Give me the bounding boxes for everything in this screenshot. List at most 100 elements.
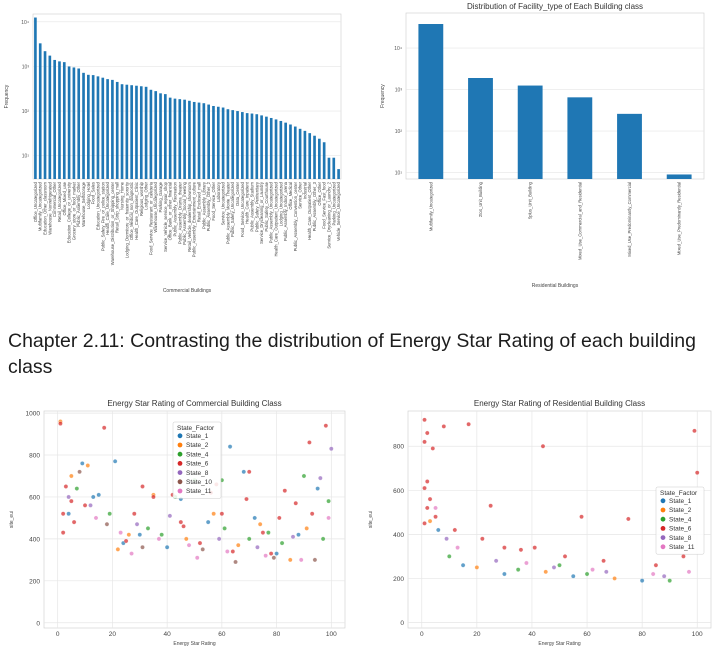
commercial-scatter-point: [104, 521, 110, 527]
commercial-bars-bar: [48, 55, 52, 180]
commercial-bars-category-label: Education_Uncategorized: [95, 181, 100, 230]
commercial-scatter-point: [101, 425, 107, 431]
commercial-scatter-point: [307, 440, 312, 445]
residential-scatter-point: [653, 562, 659, 568]
commercial-scatter-point: [200, 547, 205, 552]
residential-bars-bar: [567, 97, 593, 179]
commercial-bars-category-label: Retail_Vehicle_dealership_showroom: [187, 181, 192, 251]
commercial-bars-category-label: Public_Safety_Fire_or_police_station: [100, 181, 105, 251]
commercial-scatter-point: [69, 473, 74, 479]
commercial-scatter-ytick-label: 800: [29, 453, 40, 460]
residential-facility-bar-svg: 10¹ 10² 10³ 10⁴ Multifamily_Uncategorized 2to…: [380, 2, 705, 289]
residential-scatter-point: [532, 545, 537, 550]
commercial-bars-bar: [260, 115, 263, 179]
commercial-scatter-point: [293, 501, 298, 506]
commercial-bars-bar: [226, 109, 230, 179]
commercial-bars-bar: [77, 68, 81, 179]
commercial-bars-bar: [279, 120, 283, 179]
residential-scatter-xtick-label: 80: [639, 631, 647, 638]
commercial-bars-bar: [192, 101, 196, 179]
commercial-scatter-legend-marker: [177, 442, 183, 448]
residential-scatter-point: [551, 565, 557, 570]
residential-scatter-point: [571, 573, 576, 579]
commercial-bars-category-label: Food_Service_Uncategorized: [240, 181, 245, 237]
commercial-bars-bar: [245, 113, 249, 179]
commercial-scatter-legend-marker: [177, 433, 183, 439]
commercial-scatter-point: [298, 557, 304, 563]
commercial-bars-bar: [284, 122, 287, 179]
commercial-bars-bar: [72, 67, 76, 179]
commercial-scatter-point: [82, 503, 88, 508]
residential-bars-title: Distribution of Facility_type of Each Bu…: [467, 2, 643, 11]
commercial-scatter-point: [167, 513, 173, 519]
commercial-bars-category-label: Retail_Enclosed_mall: [197, 182, 202, 222]
commercial-bars-bar: [101, 77, 105, 179]
commercial-bars-bar: [313, 135, 316, 179]
residential-scatter-point: [543, 569, 548, 575]
commercial-scatter-point: [66, 494, 71, 500]
commercial-scatter-ytick-label: 1000: [26, 411, 41, 418]
residential-bars-category-label: 2to4_Unit_Building: [478, 181, 483, 217]
residential-scatter-xtick-label: 60: [583, 631, 591, 638]
residential-bars-ytick-label: 10¹: [395, 171, 403, 177]
commercial-scatter-legend-label: State_11: [186, 488, 212, 495]
commercial-bars-bar: [91, 75, 95, 179]
commercial-bars-category-label: Public_Assembly_Other_2: [206, 181, 211, 231]
commercial-scatter-point: [233, 559, 238, 565]
commercial-scatter-point: [268, 551, 274, 556]
residential-scatter-point: [667, 578, 672, 583]
residential-scatter-point: [524, 560, 529, 566]
commercial-scatter-point: [107, 511, 112, 516]
residential-scatter-legend-marker: [660, 544, 666, 550]
commercial-scatter-point: [181, 524, 186, 529]
commercial-bars-category-label: Health_Care_Outpatient_Uncategorized: [274, 181, 279, 256]
residential-facility-bar-chart: 10¹ 10² 10³ 10⁴ Multifamily_Uncategorized 2to…: [360, 0, 721, 300]
residential-scatter-point: [422, 485, 427, 491]
residential-scatter-point: [480, 536, 485, 542]
residential-scatter-xtick-label: 40: [528, 631, 536, 638]
residential-scatter-svg: 0 200 400 600 800 0 20 40 60 80 100 Energy Star Rat…: [368, 399, 712, 647]
commercial-scatter-point: [178, 519, 184, 525]
commercial-bars-category-label: Warehouse_Selfstorage: [81, 181, 86, 226]
commercial-bars-category-label: Service_Other: [298, 181, 303, 208]
commercial-bars-bar: [43, 51, 47, 179]
commercial-scatter-point: [112, 459, 118, 464]
residential-bars-plot-area: [405, 12, 705, 180]
commercial-scatter-point: [296, 532, 301, 537]
commercial-scatter-point: [326, 498, 331, 504]
commercial-bars-ylabel: Frequency: [4, 84, 10, 108]
commercial-bars-bar: [149, 89, 153, 179]
residential-scatter-point: [639, 578, 645, 583]
commercial-scatter-point: [255, 545, 260, 550]
residential-scatter-xtick-label: 0: [420, 631, 424, 638]
commercial-bars-category-label: Public_Assembly_Stadium: [249, 181, 254, 231]
commercial-scatter-point: [290, 534, 296, 540]
commercial-bars-ytick-label: 10³: [22, 64, 30, 70]
commercial-scatter-legend-marker: [177, 461, 183, 466]
residential-scatter-legend-label: State_11: [669, 544, 695, 551]
commercial-bars-bar: [106, 79, 109, 179]
commercial-bars-category-label: Public_Assembly_Uncategorized: [269, 181, 274, 243]
commercial-bars-bar: [197, 102, 201, 179]
commercial-bars-category-label: Public_Assembly_Library: [201, 181, 206, 229]
commercial-scatter-point: [318, 475, 323, 481]
commercial-scatter-point: [140, 484, 145, 489]
commercial-scatter-point: [58, 421, 63, 426]
residential-scatter-point: [460, 562, 466, 568]
commercial-energy-star-scatter: 0 200 400 600 800 1000 0 20 40 60 80 100 Energy Star…: [0, 392, 352, 656]
residential-bars-xlabel: Residential Buildings: [532, 283, 579, 289]
commercial-bars-xlabel: Commercial Buildings: [163, 288, 212, 294]
commercial-bars-bar: [221, 107, 225, 179]
commercial-bars-category-label: Warehouse_Nonrefrigerated: [47, 181, 52, 234]
commercial-bars-category-label: Food_Sales: [91, 182, 96, 204]
residential-scatter-xlabel: Energy Star Rating: [538, 641, 580, 647]
commercial-bars-category-label: Public_Assembly_Other: [76, 181, 81, 226]
commercial-scatter-point: [91, 494, 96, 500]
residential-scatter-point: [686, 569, 692, 575]
commercial-bars-category-label: Public_Assembly_Other_3: [312, 181, 317, 231]
commercial-bars-category-label: Nursing_Home: [120, 181, 125, 210]
residential-bars-bar: [468, 78, 493, 179]
commercial-scatter-point: [288, 557, 293, 563]
commercial-scatter-point: [274, 551, 279, 556]
residential-bars-ytick-label: 10²: [395, 129, 403, 135]
